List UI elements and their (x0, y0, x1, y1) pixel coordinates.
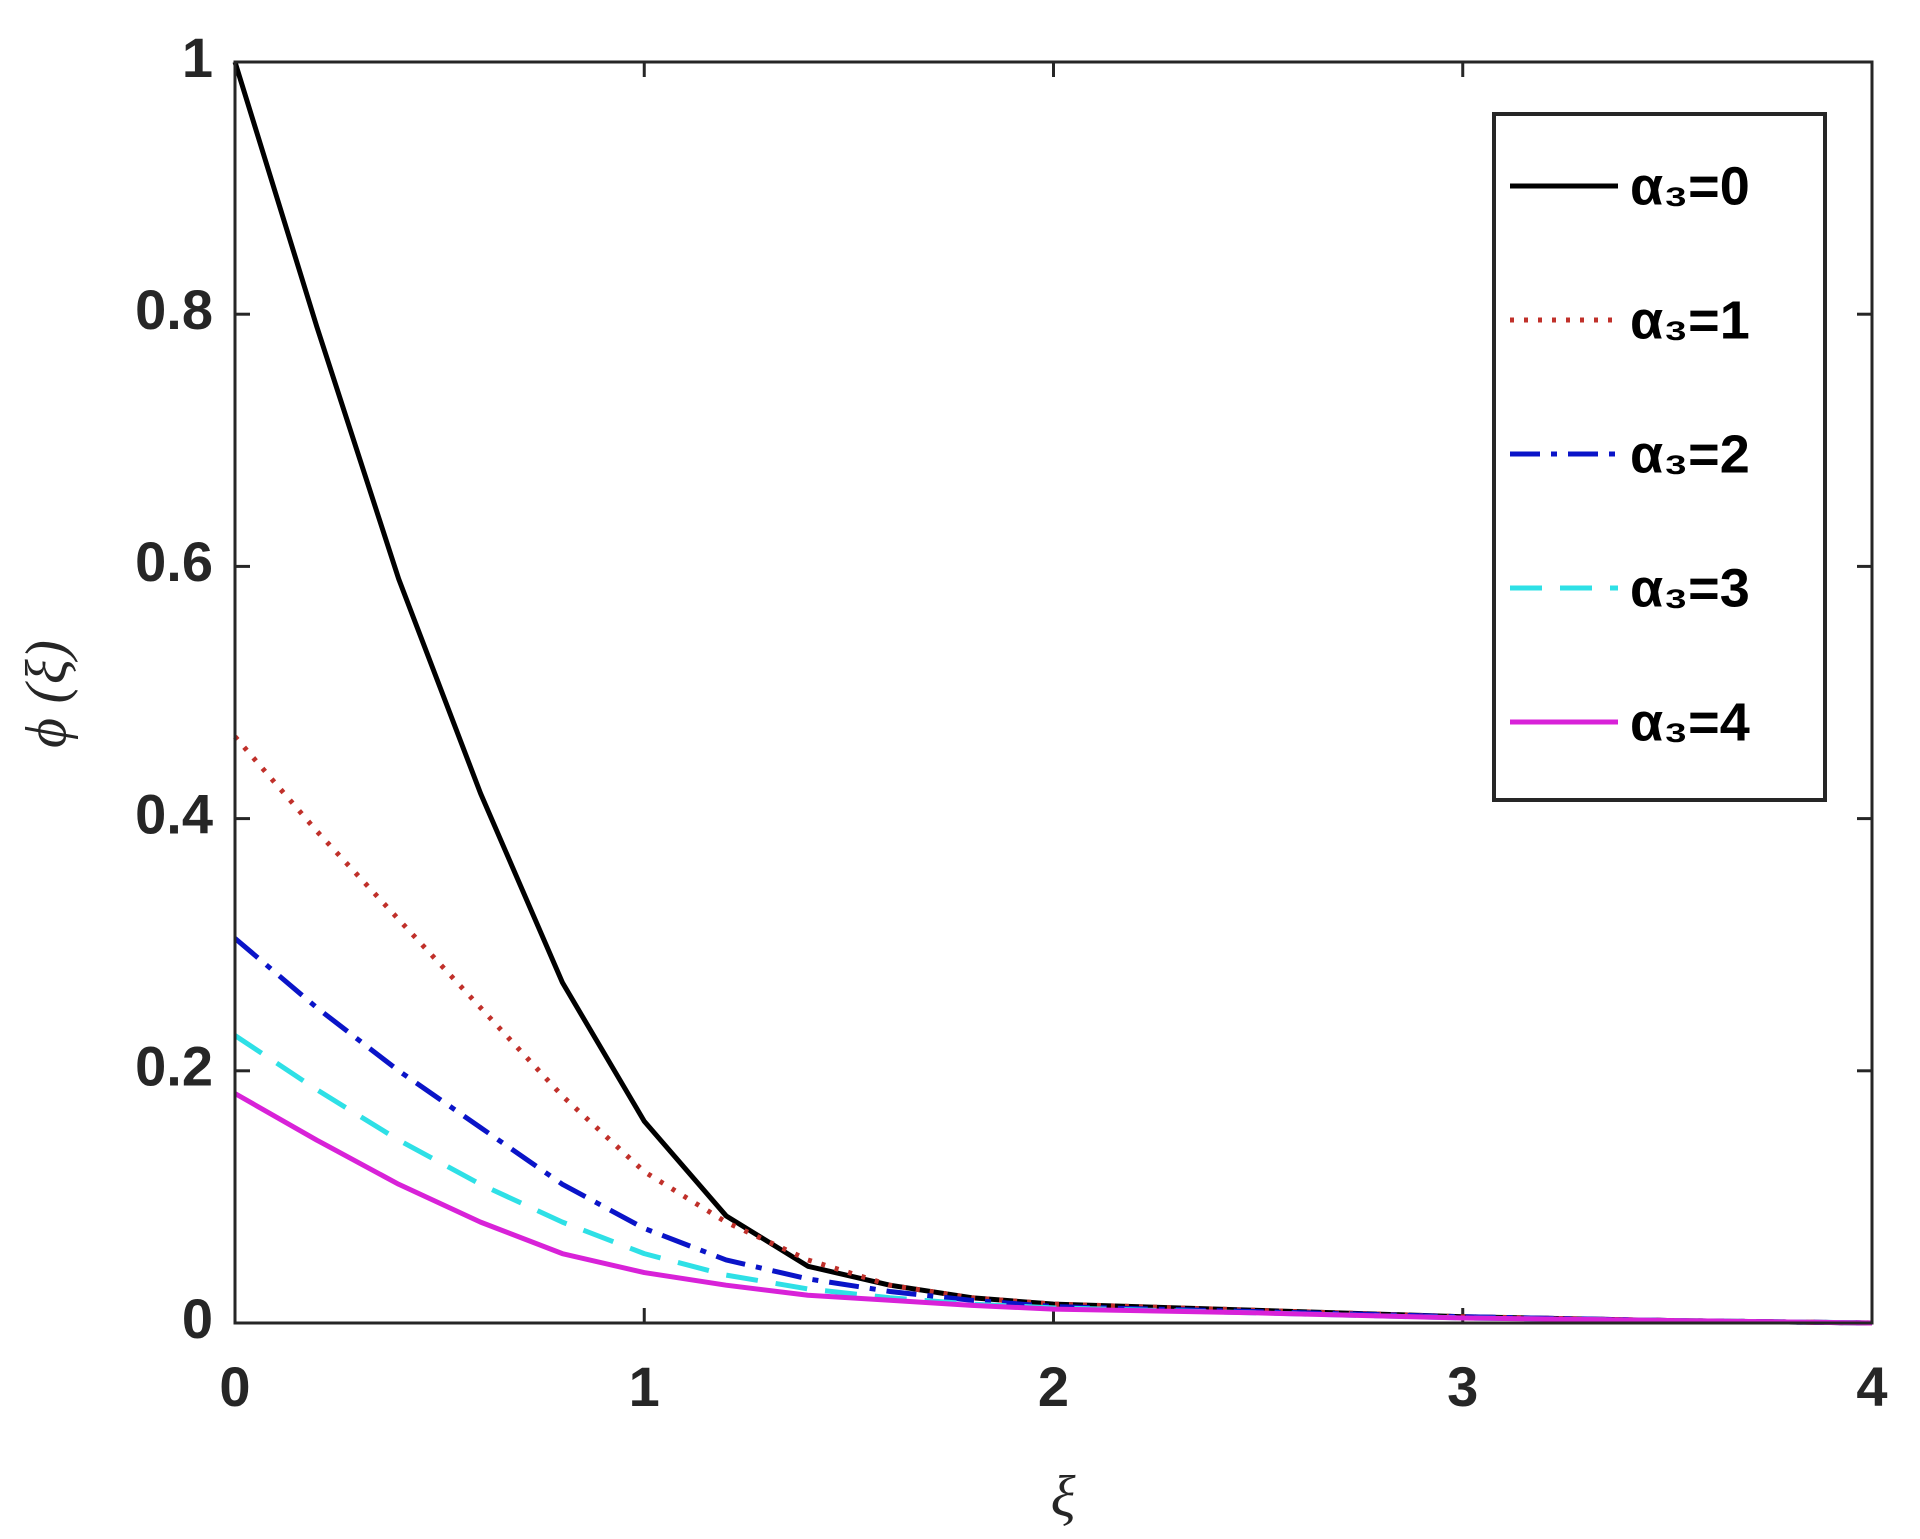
series-line (233, 1091, 1873, 1326)
y-axis-label: ϕ (ξ) (13, 640, 78, 748)
x-axis-label: ξ (1051, 1463, 1076, 1528)
x-tick-label: 2 (1038, 1355, 1069, 1418)
legend-label: α₃=4 (1630, 692, 1750, 752)
y-tick-label: 0 (182, 1287, 213, 1350)
legend-label: α₃=1 (1630, 290, 1750, 350)
x-tick-label: 4 (1856, 1355, 1887, 1418)
y-tick-label: 0.6 (135, 530, 213, 593)
y-tick-label: 1 (182, 26, 213, 89)
legend-label: α₃=3 (1630, 558, 1750, 618)
legend: α₃=0 α₃=1 α₃=2 α₃=3 α₃=4 (1492, 112, 1827, 802)
y-tick-label: 0.8 (135, 278, 213, 341)
y-tick-label: 0.4 (135, 782, 213, 845)
legend-label: α₃=0 (1630, 156, 1750, 216)
x-tick-label: 0 (219, 1355, 250, 1418)
legend-box (1492, 112, 1827, 802)
legend-label: α₃=2 (1630, 424, 1750, 484)
x-tick-label: 1 (629, 1355, 660, 1418)
x-tick-label: 3 (1447, 1355, 1478, 1418)
axes-box (233, 60, 1874, 1325)
y-tick-label: 0.2 (135, 1035, 213, 1098)
